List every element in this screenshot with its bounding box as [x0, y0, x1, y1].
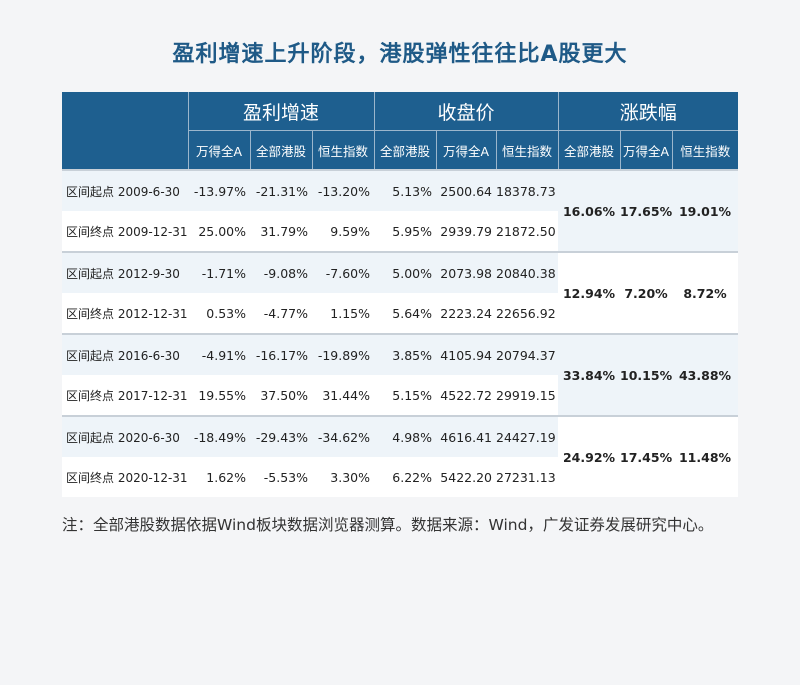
header-group-earnings-growth: 盈利增速 [187, 92, 374, 131]
source-note: 注：全部港股数据依据Wind板块数据浏览器测算。数据来源：Wind，广发证券发展… [62, 516, 714, 534]
table-cell: 20794.37 [496, 333, 559, 375]
column-header: 恒生指数 [495, 130, 559, 170]
column-header: 全部港股 [249, 130, 312, 170]
table-cell: 3.30% [312, 457, 374, 497]
table-cell: 2500.64 [436, 169, 496, 211]
header-group-close-price: 收盘价 [373, 92, 559, 131]
table-cell: 31.79% [250, 211, 312, 252]
table-cell: 24427.19 [496, 415, 559, 457]
table-row: 区间起点 2012-9-30 -1.71% -9.08% -7.60% 5.00… [62, 251, 739, 334]
column-header: 万得全A [435, 130, 496, 170]
row-label: 区间起点 2020-6-30 [62, 415, 188, 457]
table-cell: 22656.92 [496, 293, 559, 334]
row-label: 区间起点 2009-6-30 [62, 169, 188, 211]
table-cell: -4.77% [250, 293, 312, 334]
table-cell: 31.44% [312, 375, 374, 416]
table-cell: -18.49% [188, 415, 250, 457]
table-cell: 4.98% [374, 415, 436, 457]
change-cell: 10.15% [620, 333, 673, 416]
table-cell: -21.31% [250, 169, 312, 211]
table-cell: 5422.20 [436, 457, 496, 497]
table-cell: -29.43% [250, 415, 312, 457]
table-cell: 21872.50 [496, 211, 559, 252]
table-cell: 25.00% [188, 211, 250, 252]
table-cell: -4.91% [188, 333, 250, 375]
table-row: 区间终点 2012-12-31 0.53% -4.77% 1.15% 5.64%… [62, 293, 738, 334]
table-cell: 27231.13 [496, 457, 559, 497]
change-cell: 8.72% [672, 251, 739, 334]
table-cell: 9.59% [312, 211, 374, 252]
table-cell: 1.15% [312, 293, 374, 334]
table-cell: -1.71% [188, 251, 250, 293]
data-table: 盈利增速 收盘价 涨跌幅 万得全A 全部港股 恒生指数 全部港股 万得全A 恒生… [62, 92, 739, 497]
row-label: 区间终点 2012-12-31 [62, 293, 188, 334]
table-cell: 1.62% [188, 457, 250, 497]
table-cell: 19.55% [188, 375, 250, 416]
table-cell: -13.97% [188, 169, 250, 211]
table-cell: 2223.24 [436, 293, 496, 334]
change-cell: 43.88% [672, 333, 739, 416]
table-cell: -16.17% [250, 333, 312, 375]
row-label: 区间起点 2016-6-30 [62, 333, 188, 375]
table-cell: 0.53% [188, 293, 250, 334]
table-cell: -9.08% [250, 251, 312, 293]
row-label: 区间终点 2017-12-31 [62, 375, 188, 416]
table-cell: -34.62% [312, 415, 374, 457]
change-cell: 12.94% [558, 251, 621, 334]
table-row: 区间终点 2009-12-31 25.00% 31.79% 9.59% 5.95… [62, 211, 738, 252]
page-title: 盈利增速上升阶段，港股弹性往往比A股更大 [172, 42, 628, 67]
table-cell: 18378.73 [496, 169, 559, 211]
column-header: 全部港股 [373, 130, 436, 170]
header-corner [62, 92, 188, 131]
table-cell: 2073.98 [436, 251, 496, 293]
change-cell: 33.84% [558, 333, 621, 416]
table-cell: 5.64% [374, 293, 436, 334]
table-cell: 5.00% [374, 251, 436, 293]
table-row: 区间起点 2016-6-30 -4.91% -16.17% -19.89% 3.… [62, 333, 739, 416]
table-cell: 4105.94 [436, 333, 496, 375]
table-cell: 4522.72 [436, 375, 496, 416]
table-cell: 5.95% [374, 211, 436, 252]
table-row: 区间起点 2020-6-30 -18.49% -29.43% -34.62% 4… [62, 415, 739, 497]
column-header: 恒生指数 [311, 130, 374, 170]
header-group-change: 涨跌幅 [557, 92, 739, 131]
row-label: 区间终点 2020-12-31 [62, 457, 188, 497]
change-cell: 17.65% [620, 169, 673, 252]
table-cell: 6.22% [374, 457, 436, 497]
column-header: 万得全A [619, 130, 673, 170]
column-header: 恒生指数 [671, 130, 739, 170]
table-cell: -13.20% [312, 169, 374, 211]
change-cell: 7.20% [620, 251, 673, 334]
column-header: 全部港股 [557, 130, 621, 170]
row-label: 区间终点 2009-12-31 [62, 211, 188, 252]
table-cell: 2939.79 [436, 211, 496, 252]
table-row: 区间终点 2017-12-31 19.55% 37.50% 31.44% 5.1… [62, 375, 738, 416]
table-cell: -5.53% [250, 457, 312, 497]
row-label: 区间起点 2012-9-30 [62, 251, 188, 293]
header-corner-sub [62, 130, 188, 170]
table-cell: 5.15% [374, 375, 436, 416]
table-cell: -19.89% [312, 333, 374, 375]
change-cell: 19.01% [672, 169, 739, 252]
table-cell: 29919.15 [496, 375, 559, 416]
change-cell: 11.48% [672, 415, 739, 497]
table-cell: 3.85% [374, 333, 436, 375]
table-row: 区间起点 2009-6-30 -13.97% -21.31% -13.20% 5… [62, 169, 739, 252]
table-cell: 37.50% [250, 375, 312, 416]
column-header: 万得全A [187, 130, 250, 170]
table-row: 区间终点 2020-12-31 1.62% -5.53% 3.30% 6.22%… [62, 457, 738, 497]
table-cell: -7.60% [312, 251, 374, 293]
change-cell: 17.45% [620, 415, 673, 497]
table-cell: 4616.41 [436, 415, 496, 457]
table-cell: 5.13% [374, 169, 436, 211]
table-cell: 20840.38 [496, 251, 559, 293]
change-cell: 24.92% [558, 415, 621, 497]
change-cell: 16.06% [558, 169, 621, 252]
